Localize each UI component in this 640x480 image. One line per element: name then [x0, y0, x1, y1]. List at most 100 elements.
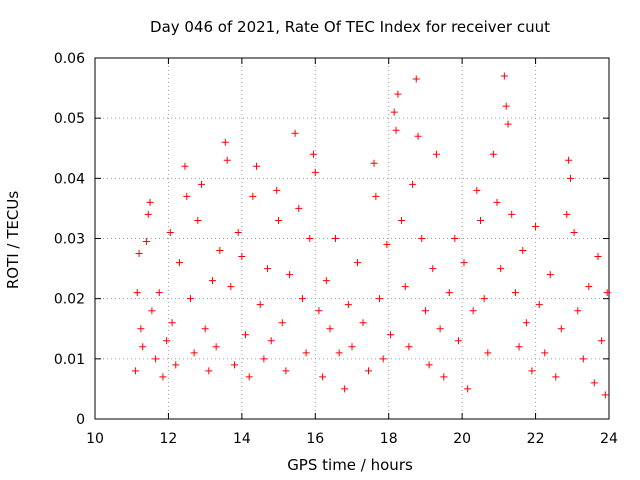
data-point: [212, 343, 220, 351]
data-point: [409, 180, 417, 188]
data-point: [390, 108, 398, 116]
data-point: [473, 186, 481, 194]
data-point: [365, 367, 373, 375]
x-axis-label: GPS time / hours: [287, 456, 413, 474]
data-point: [319, 373, 327, 381]
x-tick-label: 18: [380, 431, 398, 447]
data-point: [535, 301, 543, 309]
data-point: [436, 325, 444, 333]
data-point: [142, 238, 150, 246]
data-point: [131, 367, 139, 375]
x-tick-label: 10: [86, 431, 104, 447]
data-point: [348, 343, 356, 351]
data-point: [133, 289, 141, 297]
data-point: [376, 295, 384, 303]
data-point: [387, 331, 395, 339]
chart-title: Day 046 of 2021, Rate Of TEC Index for r…: [150, 18, 550, 36]
data-point: [148, 307, 156, 315]
data-point: [519, 247, 527, 255]
data-point: [306, 235, 314, 242]
data-point: [331, 235, 339, 242]
data-point: [440, 373, 448, 381]
data-point: [401, 283, 409, 291]
data-point: [221, 138, 229, 146]
data-point: [260, 355, 268, 363]
data-point: [238, 253, 246, 261]
data-point: [412, 75, 420, 83]
y-axis-label: ROTI / TECUs: [4, 191, 22, 289]
data-point: [146, 198, 154, 206]
data-point: [227, 283, 235, 291]
data-point: [245, 373, 253, 381]
data-point: [186, 295, 194, 303]
data-point: [394, 90, 402, 98]
y-tick-label: 0.02: [54, 292, 85, 308]
data-point: [181, 162, 189, 170]
data-point: [354, 259, 362, 267]
data-point: [315, 307, 323, 315]
data-point: [291, 129, 299, 137]
x-tick-label: 12: [160, 431, 178, 447]
data-point: [418, 235, 426, 242]
data-point: [429, 265, 437, 273]
data-point: [216, 247, 224, 255]
axis-ticks: 10 12 14 16 18 20 22 24 0 0.01 0.02 0.03 0.04 0.05 0.0…: [54, 51, 618, 447]
data-point: [172, 361, 180, 369]
data-point: [166, 228, 174, 236]
data-point: [183, 192, 191, 200]
data-point: [563, 210, 571, 218]
data-point: [522, 319, 530, 327]
data-point: [421, 307, 429, 315]
data-point: [208, 277, 216, 285]
x-tick-label: 16: [306, 431, 324, 447]
data-point: [432, 150, 440, 158]
data-point: [144, 210, 152, 218]
data-point: [282, 367, 290, 375]
data-point: [256, 301, 264, 309]
data-point: [574, 307, 582, 315]
data-point: [480, 295, 488, 303]
data-point: [464, 385, 472, 393]
data-point: [223, 156, 231, 164]
data-point: [234, 228, 242, 236]
data-point: [603, 289, 611, 297]
data-point: [298, 295, 306, 303]
data-point: [194, 216, 202, 224]
data-point: [135, 250, 143, 258]
data-point: [579, 355, 587, 363]
data-point: [489, 150, 497, 158]
data-points: [131, 72, 611, 399]
y-tick-label: 0: [76, 412, 85, 428]
data-point: [273, 186, 281, 194]
data-point: [197, 180, 205, 188]
y-tick-label: 0.06: [54, 51, 85, 67]
y-tick-label: 0.04: [54, 171, 85, 187]
data-point: [528, 367, 536, 375]
data-point: [159, 373, 167, 381]
data-point: [201, 325, 209, 333]
y-tick-label: 0.03: [54, 232, 85, 248]
data-point: [163, 337, 171, 345]
data-point: [275, 216, 283, 224]
data-point: [502, 102, 510, 110]
data-point: [552, 373, 560, 381]
data-point: [451, 235, 459, 242]
data-point: [242, 331, 250, 339]
data-point: [137, 325, 145, 333]
x-tick-label: 14: [233, 431, 251, 447]
data-point: [139, 343, 147, 351]
data-point: [344, 301, 352, 309]
data-point: [405, 343, 413, 351]
data-point: [414, 132, 422, 140]
grid-lines: [95, 58, 609, 419]
data-point: [295, 204, 303, 212]
data-point: [398, 216, 406, 224]
data-point: [309, 150, 317, 158]
data-point: [359, 319, 367, 327]
data-point: [594, 253, 602, 261]
data-point: [392, 126, 400, 134]
data-point: [383, 241, 391, 249]
data-point: [460, 259, 468, 267]
data-point: [425, 361, 433, 369]
